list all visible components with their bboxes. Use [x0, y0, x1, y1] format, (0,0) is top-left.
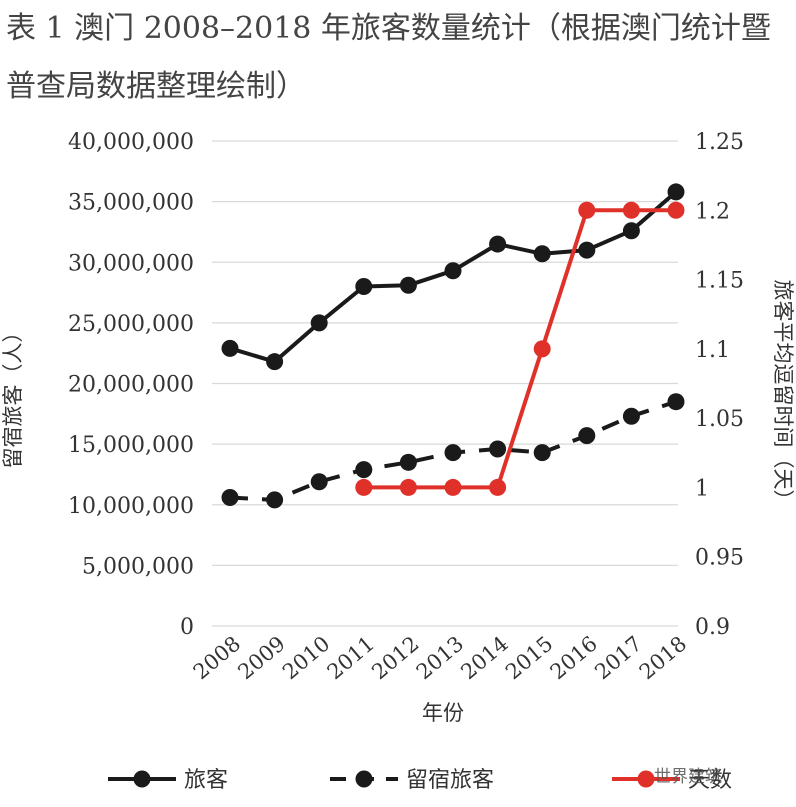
- x-tick-label: 2011: [323, 631, 379, 684]
- data-point: [533, 340, 551, 358]
- x-tick-label: 2018: [635, 631, 691, 684]
- data-point: [355, 461, 373, 479]
- right-tick-label: 1.2: [695, 199, 730, 224]
- series-line: [363, 208, 676, 490]
- data-point: [622, 201, 640, 219]
- legend-label: 旅客: [184, 768, 228, 793]
- series-1: [221, 183, 685, 371]
- x-tick-label: 2014: [456, 631, 512, 684]
- data-point: [355, 478, 373, 496]
- chart-title: 表 1 澳门 2008–2018 年旅客数量统计（根据澳门统计暨普查局数据整理绘…: [6, 11, 771, 104]
- data-point: [221, 488, 239, 506]
- left-tick-label: 40,000,000: [68, 130, 194, 155]
- watermark-text: 世界建筑: [654, 767, 722, 787]
- data-point: [266, 491, 284, 509]
- data-point: [622, 222, 640, 240]
- data-point: [399, 453, 417, 471]
- legend-item: 留宿旅客: [330, 768, 494, 793]
- data-point: [444, 262, 462, 280]
- left-axis-label: 留宿旅客（人）: [1, 322, 25, 469]
- left-tick-label: 20,000,000: [68, 373, 194, 398]
- left-tick-label: 30,000,000: [68, 251, 194, 276]
- data-point: [489, 235, 507, 253]
- series-3: [355, 201, 685, 496]
- data-point: [578, 427, 596, 445]
- right-tick-label: 1.05: [695, 407, 744, 432]
- x-axis-ticks: 2008200920102011201220132014201520162017…: [189, 631, 691, 684]
- x-tick-label: 2016: [546, 631, 602, 684]
- right-axis-ticks: 0.9 0.95 1 1.05 1.1 1.15 1.2 1.25: [695, 130, 744, 640]
- series-2: [221, 393, 685, 509]
- data-point: [578, 241, 596, 259]
- right-tick-label: 1.25: [695, 130, 744, 155]
- legend: 旅客 留宿旅客 天数: [108, 768, 732, 793]
- data-point: [578, 201, 596, 219]
- data-point: [622, 407, 640, 425]
- right-tick-label: 1.1: [695, 338, 730, 363]
- x-tick-label: 2013: [412, 631, 468, 684]
- data-point: [221, 339, 239, 357]
- left-tick-label: 0: [180, 615, 194, 640]
- legend-item: 天数: [612, 768, 732, 793]
- legend-swatch-marker: [133, 770, 151, 788]
- right-tick-label: 1: [695, 476, 709, 501]
- legend-item: 旅客: [108, 768, 228, 793]
- x-tick-label: 2017: [590, 631, 646, 684]
- legend-swatch-marker: [355, 770, 373, 788]
- data-point: [667, 183, 685, 201]
- right-tick-label: 0.9: [695, 615, 730, 640]
- left-tick-label: 25,000,000: [68, 312, 194, 337]
- data-point: [310, 314, 328, 332]
- data-point: [310, 473, 328, 491]
- data-point: [266, 353, 284, 371]
- x-tick-label: 2010: [278, 631, 334, 684]
- legend-label: 天数: [688, 768, 732, 793]
- legend-label: 留宿旅客: [406, 768, 494, 793]
- data-point: [533, 444, 551, 462]
- x-tick-label: 2015: [501, 631, 557, 684]
- data-point: [444, 478, 462, 496]
- series-layer: [221, 183, 685, 509]
- x-tick-label: 2008: [189, 631, 245, 684]
- right-tick-label: 0.95: [695, 546, 744, 571]
- left-tick-label: 15,000,000: [68, 433, 194, 458]
- x-tick-label: 2009: [233, 631, 289, 684]
- left-tick-label: 35,000,000: [68, 191, 194, 216]
- left-tick-label: 5,000,000: [82, 554, 194, 579]
- right-tick-label: 1.15: [695, 269, 744, 294]
- left-tick-label: 10,000,000: [68, 494, 194, 519]
- data-point: [399, 478, 417, 496]
- data-point: [489, 440, 507, 458]
- right-axis-label: 旅客平均逗留时间（天）: [771, 280, 795, 511]
- data-point: [444, 444, 462, 462]
- data-point: [533, 245, 551, 263]
- gridlines: [212, 140, 678, 627]
- data-point: [399, 276, 417, 294]
- data-point: [489, 478, 507, 496]
- legend-swatch-marker: [637, 770, 655, 788]
- x-tick-label: 2012: [367, 631, 423, 684]
- data-point: [667, 201, 685, 219]
- x-axis-label: 年份: [422, 701, 464, 725]
- data-point: [667, 393, 685, 411]
- data-point: [355, 278, 373, 295]
- left-axis-ticks: 0 5,000,000 10,000,000 15,000,000 20,000,000…: [68, 130, 194, 640]
